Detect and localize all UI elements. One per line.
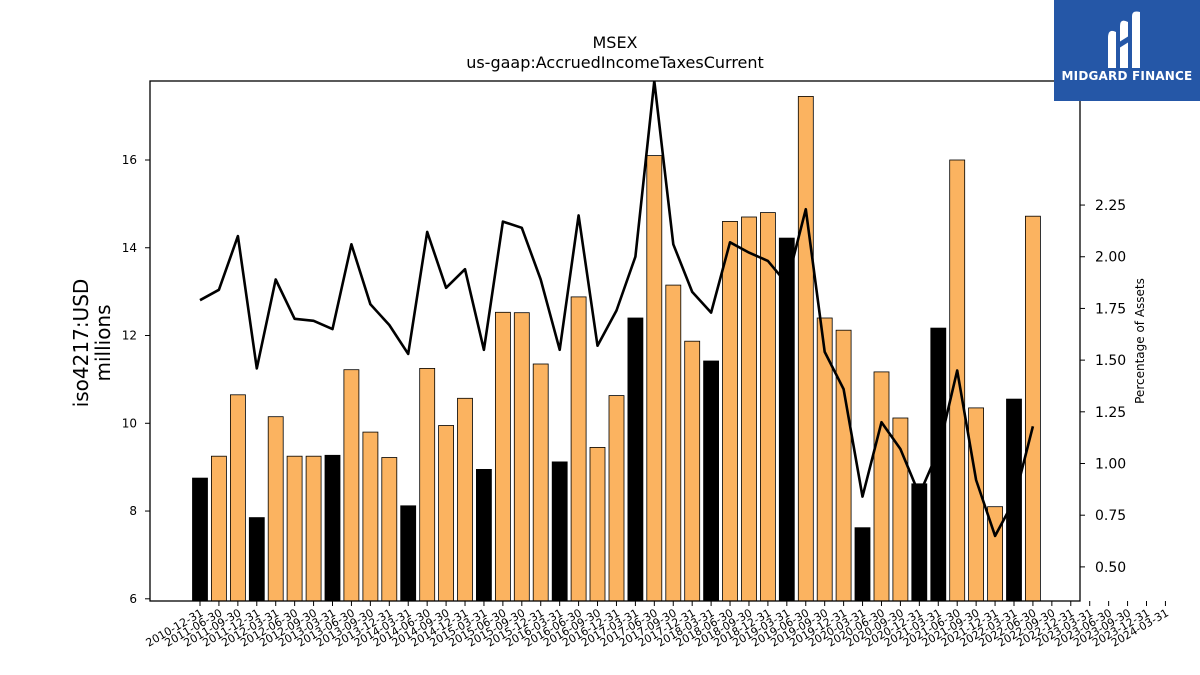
bar [968,407,984,602]
bar [381,457,398,602]
bar [248,517,265,602]
y2-tick-label: 1.00 [1095,457,1126,473]
bar [911,483,928,602]
bar [457,397,473,602]
bar [703,360,719,602]
bar [229,394,246,602]
bar [797,96,814,602]
midgard-logo-icon [1108,11,1140,69]
bar [608,395,625,602]
bar [665,284,682,602]
bar [722,220,738,602]
bar [494,311,511,602]
bar [684,340,701,602]
chart-subtitle: us-gaap:AccruedIncomeTaxesCurrent [466,53,764,72]
bar [324,454,341,602]
bar [551,461,568,602]
bar [646,155,663,602]
y2-tick-label: 0.50 [1095,560,1126,576]
bar [778,237,795,602]
bar [305,455,322,602]
bar [475,468,492,602]
y2-tick-label: 1.25 [1095,405,1126,421]
y-tick-label: 16 [122,153,137,167]
y-tick-label: 6 [129,592,137,606]
y-axis-label: iso4217:USDmillions [69,279,115,408]
bar [400,505,417,602]
brand-logo: MIDGARD FINANCE [1054,0,1200,101]
y2-tick-label: 1.50 [1095,353,1126,369]
bar [343,369,360,602]
bar [210,455,227,602]
bar [741,216,757,602]
axes-layer: 6 8 10 12 14 16 0.50 0.75 1.00 1.25 1.50 1.75 2.00 2.… [69,80,1171,650]
bar [892,417,909,602]
y-tick-label: 14 [122,241,137,255]
bar [835,329,852,602]
bar [589,446,606,602]
bar [513,312,530,602]
bar [362,431,379,602]
y2-tick-label: 0.75 [1095,508,1126,524]
bar [760,212,776,602]
y2-tick-label: 1.75 [1095,301,1126,317]
y-axis-label-line: iso4217:USD [69,279,93,408]
y2-axis-label: Percentage of Assets [1133,278,1147,404]
bar [267,416,284,602]
y-tick-label: 10 [122,416,137,430]
y-tick-label: 8 [129,504,137,518]
bar [419,367,436,602]
series-line [199,81,1035,538]
y-axis-label-line: millions [91,304,115,381]
chart-title: MSEX [592,33,637,52]
bar [1025,215,1041,602]
bar [192,477,208,602]
bar [949,159,966,602]
bar [570,296,587,602]
bar [627,317,644,602]
y2-tick-label: 2.25 [1095,198,1126,214]
bars-layer [192,96,1041,602]
y-tick-label: 12 [122,329,137,343]
y2-tick-label: 2.00 [1095,250,1126,266]
logo-text: MIDGARD FINANCE [1061,69,1193,83]
bar [854,527,871,602]
bar [532,363,549,602]
bar [873,371,890,602]
bar [438,425,455,602]
plot-frame [149,80,1081,602]
line-layer [199,81,1035,538]
bar [286,455,303,602]
